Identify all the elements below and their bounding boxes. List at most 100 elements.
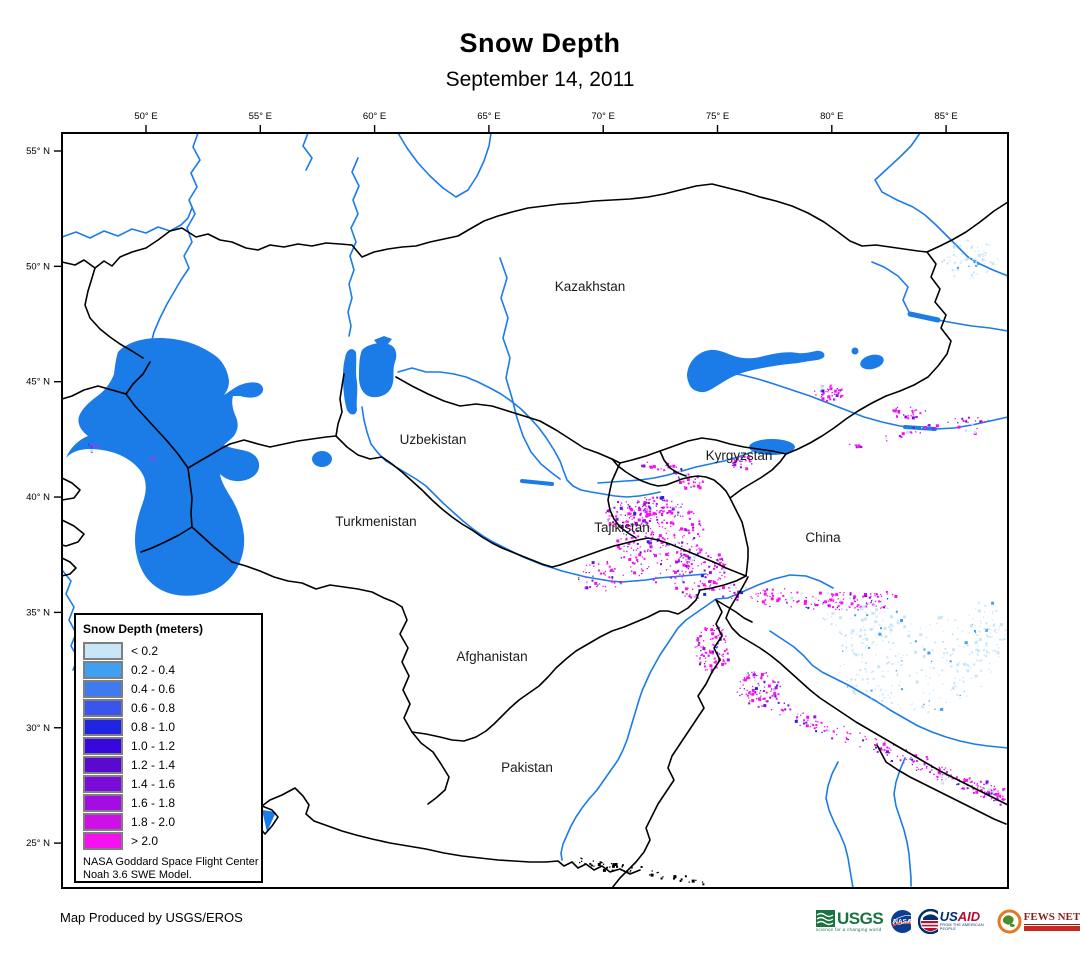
usaid-seal-icon (917, 908, 938, 934)
legend-title: Snow Depth (meters) (83, 622, 204, 636)
ishim-river (397, 132, 492, 198)
border-pakistan-india (611, 599, 723, 889)
border-caspian-inner-1 (125, 361, 189, 469)
syr-darya-river (397, 367, 661, 498)
legend-note-line2: Noah 3.6 SWE Model. (83, 869, 192, 881)
country-label-kazakhstan: Kazakhstan (555, 279, 626, 294)
legend-item: 1.2 - 1.4 (83, 755, 261, 774)
legend-swatch (83, 641, 123, 660)
usgs-wordmark: USGS (837, 908, 884, 928)
fewsnet-logo: FEWS NET (997, 909, 1080, 934)
legend-item: < 0.2 (83, 641, 261, 660)
lon-tick-label: 70° E (592, 111, 615, 122)
snow-speckles (88, 239, 1007, 886)
legend-rows: < 0.2 0.2 - 0.4 0.4 - 0.6 0.6 - 0.8 0.8 - 1.… (83, 641, 261, 850)
legend-swatch (83, 736, 123, 755)
legend-swatch (83, 774, 123, 793)
border-tajikistan-west (607, 462, 637, 539)
border-caspian-north (84, 267, 144, 359)
sarygamysh-lake (312, 451, 332, 467)
border-caspian-inner-2 (61, 385, 127, 400)
lon-tick-label: 80° E (820, 111, 843, 122)
chardara-reservoir (520, 479, 554, 486)
border-caucasus-1 (61, 477, 81, 501)
coastline-arabian-sea (261, 787, 641, 875)
border-kyrgyzstan-tajikistan-east (611, 458, 749, 577)
usaid-logo: USAID FROM THE AMERICAN PEOPLE (917, 908, 990, 934)
border-caspian-inner-4 (187, 467, 193, 528)
legend-item: 1.6 - 1.8 (83, 793, 261, 812)
map-credit: Map Produced by USGS/EROS (60, 910, 243, 925)
ganges-tributary-2 (893, 757, 912, 887)
border-kazakhstan-uzbekistan (395, 376, 613, 460)
border-kyrgyzstan-south (729, 453, 787, 499)
border-nepal-south (876, 744, 1007, 825)
fewsnet-tagline-bar (1023, 925, 1080, 931)
lat-tick-label: 35° N (26, 607, 50, 618)
legend-label: < 0.2 (131, 643, 159, 658)
legend-label: 0.2 - 0.4 (131, 662, 176, 677)
border-kazakhstan-china (785, 251, 952, 455)
lon-tick-label: 75° E (706, 111, 729, 122)
legend-swatch (83, 698, 123, 717)
lon-tick-label: 50° E (134, 111, 157, 122)
lat-tick-label: 25° N (26, 838, 50, 849)
legend-swatch (83, 831, 123, 850)
legend-swatch (83, 755, 123, 774)
legend-label: 1.6 - 1.8 (131, 795, 176, 810)
border-uzbekistan-turkmenistan (335, 435, 561, 568)
country-borders (61, 183, 1009, 889)
lat-tick-label: 55° N (26, 146, 50, 157)
lon-tick-label: 65° E (477, 111, 500, 122)
usaid-wordmark: USAID (940, 910, 990, 923)
legend-label: 0.8 - 1.0 (131, 719, 176, 734)
ural-tributary (61, 207, 193, 239)
country-label-afghanistan: Afghanistan (456, 649, 527, 664)
border-iran-turkmenistan (231, 561, 403, 608)
ganges-tributary-1 (825, 761, 854, 889)
usgs-logo: USGS science for a changing world (816, 908, 884, 933)
turgay-river (347, 157, 360, 337)
page-title: Snow Depth (459, 28, 621, 58)
lake-issyk-kul (749, 439, 795, 455)
legend-item: 0.4 - 0.6 (83, 679, 261, 698)
aral-sea-east (359, 343, 397, 398)
ural-river (150, 132, 201, 345)
map-frame (61, 132, 1009, 889)
lon-tick-label: 55° E (249, 111, 272, 122)
country-labels: Kazakhstan Uzbekistan Kyrgyzstan Turkmenist… (335, 279, 841, 775)
border-caucasus-3 (61, 557, 77, 577)
tsangpo-river (769, 630, 1009, 749)
country-label-tajikistan: Tajikistan (594, 520, 650, 535)
zaysan-lake (907, 311, 941, 323)
border-caspian-inner-5 (140, 526, 193, 553)
border-iran-afghanistan (399, 606, 413, 733)
lat-tick-label: 45° N (26, 377, 50, 388)
fewsnet-wordmark: FEWS NET (1023, 910, 1080, 925)
country-label-turkmenistan: Turkmenistan (335, 514, 416, 529)
legend-swatch (83, 660, 123, 679)
border-afghanistan-north (559, 537, 747, 577)
border-caspian-inner-3 (187, 443, 231, 469)
ili-river (699, 370, 1009, 430)
country-label-pakistan: Pakistan (501, 760, 553, 775)
legend-label: 1.8 - 2.0 (131, 814, 176, 829)
usgs-wave-icon (816, 909, 835, 927)
border-himalaya-crest (725, 576, 1009, 806)
persian-gulf-tip (262, 810, 276, 832)
water-bodies (66, 336, 884, 832)
nasa-wordmark: NASA (893, 918, 910, 925)
legend-item: 1.8 - 2.0 (83, 812, 261, 831)
country-label-kyrgyzstan: Kyrgyzstan (706, 448, 773, 463)
legend-item: 0.6 - 0.8 (83, 698, 261, 717)
border-ustyurt (335, 373, 345, 437)
legend-item: 1.4 - 1.6 (83, 774, 261, 793)
legend-item: 0.2 - 0.4 (83, 660, 261, 679)
usaid-wordmark-aid: AID (957, 909, 981, 925)
border-caucasus-2 (61, 519, 85, 547)
usgs-tagline: science for a changing world (816, 926, 882, 932)
fewsnet-globe-icon (997, 909, 1022, 933)
legend-label: 1.0 - 1.2 (131, 738, 176, 753)
legend-note-line1: NASA Goddard Space Flight Center (83, 856, 259, 868)
